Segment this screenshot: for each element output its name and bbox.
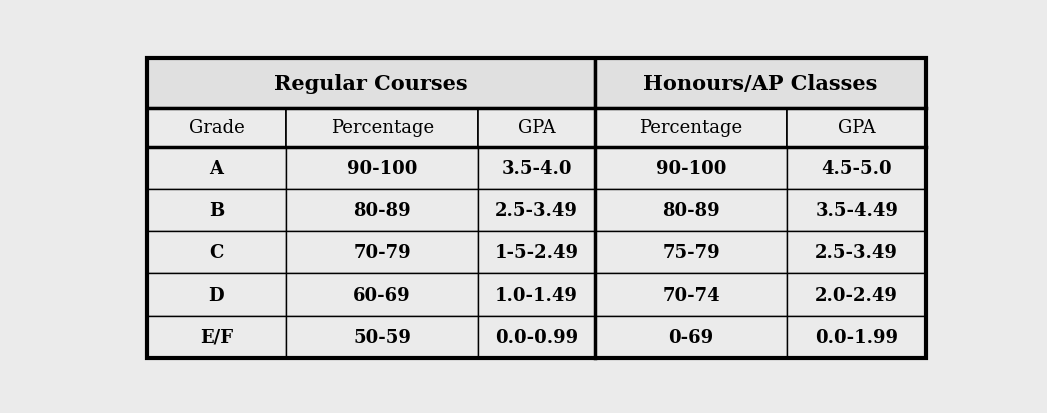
Text: Percentage: Percentage — [331, 119, 433, 137]
Text: 50-59: 50-59 — [353, 328, 411, 346]
Bar — [147, 59, 595, 109]
Bar — [286, 274, 478, 316]
Bar — [147, 109, 286, 147]
Text: 2.5-3.49: 2.5-3.49 — [495, 202, 578, 219]
Text: B: B — [208, 202, 224, 219]
Text: C: C — [209, 244, 224, 261]
Bar — [595, 109, 787, 147]
Bar — [147, 190, 286, 232]
Bar — [787, 147, 926, 190]
Text: Honours/AP Classes: Honours/AP Classes — [643, 74, 877, 94]
Bar — [478, 147, 595, 190]
Bar — [286, 316, 478, 358]
Bar — [478, 190, 595, 232]
Text: Grade: Grade — [188, 119, 244, 137]
Bar — [478, 232, 595, 274]
Bar — [595, 232, 787, 274]
Text: GPA: GPA — [838, 119, 875, 137]
Bar — [595, 59, 926, 109]
Text: 70-74: 70-74 — [662, 286, 720, 304]
Text: 3.5-4.0: 3.5-4.0 — [502, 159, 572, 177]
Text: 70-79: 70-79 — [353, 244, 411, 261]
Text: 80-89: 80-89 — [662, 202, 720, 219]
Text: 2.0-2.49: 2.0-2.49 — [816, 286, 898, 304]
Bar — [286, 147, 478, 190]
Text: GPA: GPA — [518, 119, 555, 137]
Text: D: D — [208, 286, 224, 304]
Bar — [595, 274, 787, 316]
Bar — [147, 232, 286, 274]
Text: 60-69: 60-69 — [353, 286, 411, 304]
Text: 1-5-2.49: 1-5-2.49 — [494, 244, 579, 261]
Bar — [787, 316, 926, 358]
Text: A: A — [209, 159, 223, 177]
Text: 90-100: 90-100 — [655, 159, 727, 177]
Bar — [478, 109, 595, 147]
Text: 1.0-1.49: 1.0-1.49 — [495, 286, 578, 304]
Text: 80-89: 80-89 — [353, 202, 411, 219]
Text: 75-79: 75-79 — [662, 244, 720, 261]
Bar — [595, 147, 787, 190]
Text: E/F: E/F — [200, 328, 233, 346]
Text: 0-69: 0-69 — [668, 328, 714, 346]
Text: 4.5-5.0: 4.5-5.0 — [821, 159, 892, 177]
Bar — [787, 232, 926, 274]
Bar — [286, 232, 478, 274]
Bar — [478, 274, 595, 316]
Bar — [286, 190, 478, 232]
Bar — [147, 316, 286, 358]
Bar — [147, 274, 286, 316]
Bar — [286, 109, 478, 147]
Bar — [595, 316, 787, 358]
Text: 2.5-3.49: 2.5-3.49 — [816, 244, 898, 261]
Text: Percentage: Percentage — [640, 119, 742, 137]
Text: 90-100: 90-100 — [347, 159, 418, 177]
Bar — [478, 316, 595, 358]
Bar — [147, 147, 286, 190]
Text: Regular Courses: Regular Courses — [274, 74, 468, 94]
Bar — [787, 109, 926, 147]
Text: 0.0-1.99: 0.0-1.99 — [816, 328, 898, 346]
Bar — [595, 190, 787, 232]
Text: 3.5-4.49: 3.5-4.49 — [816, 202, 898, 219]
Text: 0.0-0.99: 0.0-0.99 — [495, 328, 578, 346]
Bar — [787, 190, 926, 232]
Bar — [787, 274, 926, 316]
